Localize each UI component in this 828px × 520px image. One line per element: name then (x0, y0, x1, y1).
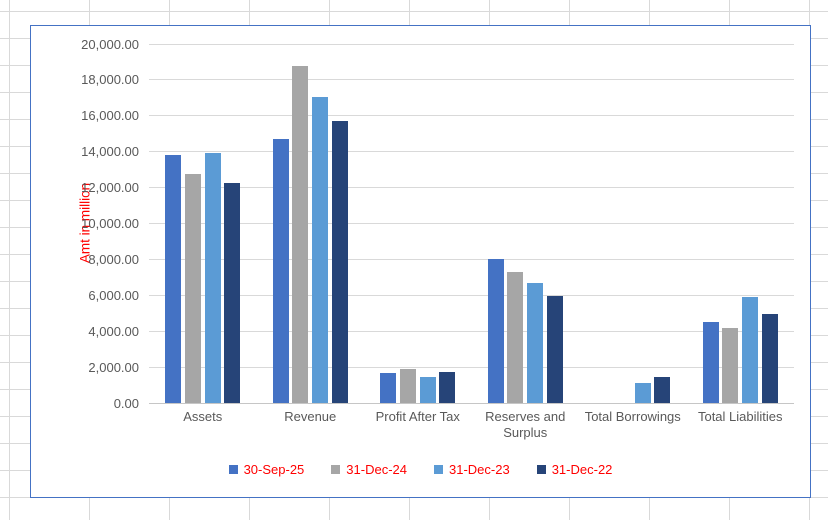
y-tick-label: 8,000.00 (88, 251, 139, 267)
bar-31-Dec-23-Revenue[interactable] (312, 96, 329, 403)
y-gridline (149, 115, 794, 117)
legend-swatch-icon (536, 465, 546, 474)
plot-area (149, 43, 794, 404)
bar-31-Dec-22-Assets[interactable] (224, 183, 241, 403)
y-tick-label: 2,000.00 (88, 359, 139, 375)
bar-31-Dec-22-Reserves and Surplus[interactable] (546, 296, 563, 403)
y-gridline (149, 294, 794, 296)
category-label: Total Borrowings (584, 409, 681, 424)
legend-swatch-icon (228, 465, 238, 474)
y-gridline (149, 151, 794, 153)
category-label: Reserves and Surplus (485, 409, 566, 440)
bar-31-Dec-23-Assets[interactable] (204, 152, 221, 403)
category-label: Total Liabilities (697, 409, 783, 424)
bar-30-Sep-25-Revenue[interactable] (272, 139, 289, 403)
bar-31-Dec-24-Total Liabilities[interactable] (722, 328, 739, 403)
legend-item-30-Sep-25[interactable]: 30-Sep-25 (228, 462, 305, 477)
bar-31-Dec-23-Profit After Tax[interactable] (419, 376, 436, 403)
bar-31-Dec-24-Reserves and Surplus[interactable] (507, 271, 524, 403)
legend-item-31-Dec-24[interactable]: 31-Dec-24 (331, 463, 407, 476)
bar-31-Dec-24-Assets[interactable] (184, 174, 201, 403)
category-label: Profit After Tax (375, 409, 460, 424)
legend-swatch-icon (434, 465, 443, 474)
y-tick-label: 18,000.00 (81, 72, 139, 88)
y-gridline (149, 187, 794, 189)
legend-item-31-Dec-22[interactable]: 31-Dec-22 (536, 462, 613, 477)
chart-area[interactable]: Amt in million 0.00 2,000.00 4,000.00 6,000… (30, 25, 811, 498)
y-tick-label: 14,000.00 (81, 144, 139, 160)
bar-30-Sep-25-Total Liabilities[interactable] (702, 321, 719, 403)
y-tick-label: 6,000.00 (88, 287, 139, 303)
legend-label: 31-Dec-24 (346, 462, 407, 477)
y-gridline (149, 43, 794, 45)
category-label: Revenue (284, 409, 337, 424)
y-gridline (149, 79, 794, 81)
y-tick-label: 20,000.00 (81, 36, 139, 52)
bar-31-Dec-23-Total Borrowings[interactable] (634, 383, 651, 403)
bar-31-Dec-23-Reserves and Surplus[interactable] (527, 282, 544, 403)
legend-label: 31-Dec-23 (449, 462, 510, 477)
legend-label: 31-Dec-22 (551, 462, 613, 477)
bar-31-Dec-22-Total Borrowings[interactable] (654, 377, 671, 403)
legend-swatch-icon (331, 465, 341, 474)
chart-legend: 30-Sep-25 31-Dec-24 31-Dec-23 31-Dec-22 (31, 463, 810, 476)
y-tick-label: 4,000.00 (88, 323, 139, 339)
bar-31-Dec-24-Profit After Tax[interactable] (399, 368, 416, 403)
y-gridline (149, 402, 794, 404)
y-tick-label: 10,000.00 (81, 216, 139, 231)
bar-31-Dec-22-Revenue[interactable] (331, 121, 348, 403)
y-tick-label: 16,000.00 (81, 108, 139, 124)
bar-31-Dec-24-Revenue[interactable] (292, 66, 309, 403)
bar-30-Sep-25-Assets[interactable] (165, 155, 182, 403)
bar-31-Dec-23-Total Liabilities[interactable] (742, 297, 759, 403)
y-gridline (149, 366, 794, 368)
bar-30-Sep-25-Profit After Tax[interactable] (380, 373, 397, 403)
y-tick-label: 0.00 (113, 395, 139, 411)
y-gridline (149, 223, 794, 224)
bar-31-Dec-22-Profit After Tax[interactable] (439, 371, 456, 403)
legend-item-31-Dec-23[interactable]: 31-Dec-23 (434, 463, 510, 476)
bar-31-Dec-22-Total Liabilities[interactable] (761, 313, 778, 403)
y-gridline (149, 258, 794, 260)
legend-label: 30-Sep-25 (243, 462, 305, 477)
category-label: Assets (183, 409, 223, 424)
y-tick-label: 12,000.00 (81, 180, 139, 196)
y-gridline (149, 330, 794, 332)
bar-30-Sep-25-Reserves and Surplus[interactable] (487, 259, 504, 403)
